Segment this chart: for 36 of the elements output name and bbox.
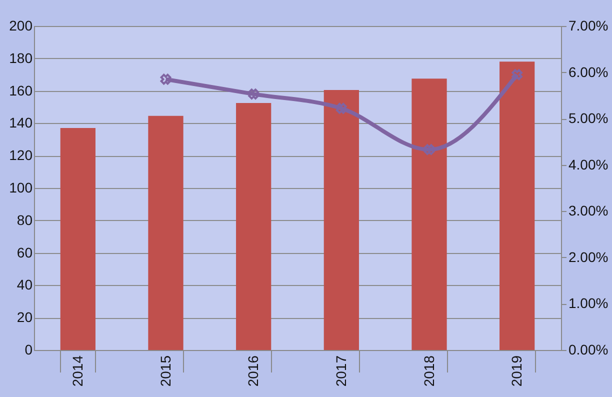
x-tick-label: 2015 (157, 355, 174, 387)
bar (500, 62, 535, 350)
x-tick-label: 2019 (508, 355, 525, 387)
point (248, 88, 260, 100)
y2-tick-label: 7.00% (568, 18, 608, 34)
bar (148, 116, 184, 350)
y-tick-label: 20 (16, 309, 33, 326)
bar (236, 102, 272, 350)
y2-tick-label: 1.00% (568, 295, 608, 312)
bar (324, 90, 359, 350)
x-tick-label: 2017 (332, 355, 349, 387)
x-tick-label: 2014 (69, 355, 86, 387)
point (512, 69, 523, 80)
y-tick-label: 200 (9, 18, 33, 34)
y-tick-label: 100 (9, 180, 33, 196)
y2-tick-label: 4.00% (568, 156, 608, 172)
y2-tick-label: 2.00% (568, 248, 608, 265)
bar (412, 78, 447, 350)
y-tick-label: 140 (9, 114, 33, 131)
y-tick-label: 180 (9, 50, 33, 66)
point (160, 74, 172, 85)
y2-tick-label: 3.00% (568, 202, 608, 219)
x-tick-label: 2018 (420, 355, 437, 387)
y-tick-label: 60 (16, 244, 33, 260)
y-tick-label: 40 (16, 276, 33, 293)
point (424, 144, 435, 156)
y-tick-label: 0 (24, 342, 33, 358)
point (336, 102, 347, 114)
bar (60, 128, 96, 350)
x-tick-label: 2016 (245, 355, 262, 387)
y2-tick-label: 6.00% (568, 64, 608, 80)
y2-tick-label: 5.00% (568, 110, 608, 126)
y-tick-label: 80 (16, 212, 33, 228)
y-tick-label: 120 (9, 147, 33, 164)
y-tick-label: 160 (9, 82, 33, 98)
y2-tick-label: 0.00% (568, 342, 608, 358)
